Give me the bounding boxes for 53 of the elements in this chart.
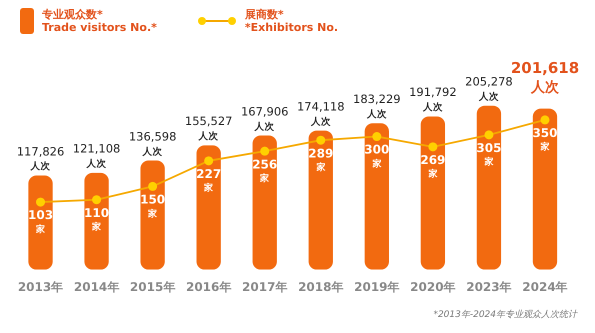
data-label: 167,906 人次 [240,104,289,132]
point [260,146,270,156]
data-label: 155,527 人次 [184,114,232,142]
point [428,142,438,152]
data-label: 136,598 人次 [128,129,176,158]
text: *2013年-2024年专业观众人次统计 [433,308,577,321]
point [316,136,326,145]
bar [252,136,277,270]
point [204,156,214,166]
x-tick-label: 2015年 [130,280,176,294]
x-tick-label: 2019年 [354,280,400,294]
x-tick-label: 2024年 [522,280,568,294]
legend-label: 展商数* *Exhibitors No. [244,8,338,34]
point [540,115,550,124]
point [148,182,158,191]
x-tick-label: 2013年 [18,280,64,294]
data-label: 256 家 [252,157,278,184]
data-label: 350 家 [532,126,558,153]
data-label: 183,229 人次 [353,92,401,120]
data-label: 300 家 [364,142,390,170]
data-label: 289 家 [308,146,334,174]
data-label: 191,792 人次 [409,85,457,114]
bar [140,160,165,270]
data-label: 103 家 [28,208,54,235]
x-tick-label: 2016年 [186,280,232,294]
data-label: 121,108 人次 [72,142,120,170]
x-tick-label: 2014年 [74,280,120,294]
bar [196,145,221,270]
point [36,198,46,207]
bar [308,130,333,270]
x-tick-label: 2020年 [410,280,456,294]
bar [28,176,53,270]
data-label: 269 家 [420,152,446,180]
point [372,132,382,142]
x-tick-label: 2018年 [298,280,344,294]
bar [84,172,109,270]
data-label: 205,278 人次 [465,74,513,102]
x-tick-label: 2023年 [466,280,512,294]
bar [476,106,502,270]
x-tick-label: 2017年 [242,280,288,294]
data-label: 174,118 人次 [296,99,345,128]
point [484,130,494,140]
point [92,195,102,204]
bar [364,123,389,270]
bar [420,116,446,270]
data-label: 227 家 [196,166,222,194]
data-label: 117,826 人次 [16,144,64,172]
legend-label: 专业观众数* Trade visitors No.* [42,8,157,34]
data-label: 150 家 [140,192,166,220]
data-label: 110 家 [84,206,110,233]
data-label: 201,618 人次 [510,59,580,96]
bar [532,108,558,270]
data-label: 305 家 [476,140,502,168]
